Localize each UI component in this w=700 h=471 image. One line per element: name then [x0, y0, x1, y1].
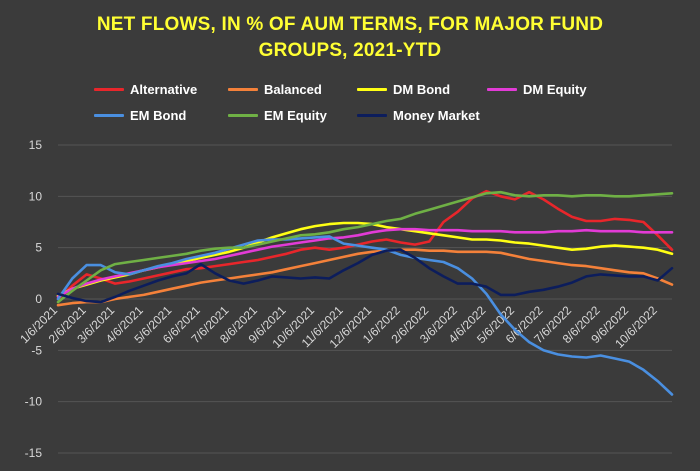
x-axis-labels: 1/6/20212/6/20213/6/20214/6/20215/6/2021…	[17, 303, 660, 351]
y-tick-label: 10	[29, 189, 43, 203]
y-tick-label: 15	[29, 138, 43, 152]
chart-title-line-1: NET FLOWS, IN % OF AUM TERMS, FOR MAJOR …	[96, 14, 604, 35]
y-tick-label: 0	[35, 292, 42, 306]
y-tick-label: -5	[31, 343, 42, 357]
series-line-em-bond	[56, 235, 674, 396]
gridlines: -15 -10 -5 0 5 10 15	[25, 138, 672, 460]
y-tick-label: 5	[35, 241, 42, 255]
y-tick-label: -10	[25, 395, 43, 409]
chart-title-line-2: GROUPS, 2021-YTD	[258, 40, 442, 61]
chart-title: NET FLOWS, IN % OF AUM TERMS, FOR MAJOR …	[0, 12, 700, 64]
series-line-em-equity	[56, 190, 674, 304]
series-line-dm-equity	[56, 227, 674, 299]
series-line-alternative	[56, 189, 674, 301]
series-line-balanced	[56, 248, 674, 307]
y-tick-label: -15	[25, 446, 43, 460]
series-line-money-market	[56, 248, 674, 304]
